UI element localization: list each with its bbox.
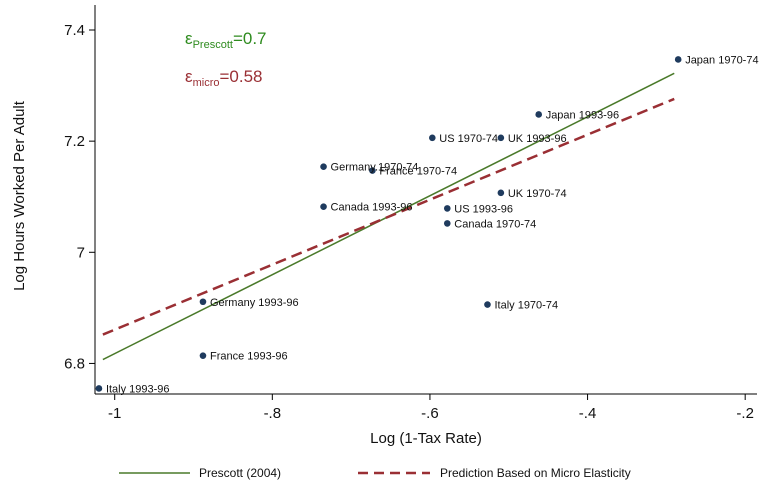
point-label: Germany.1970-74	[331, 162, 419, 174]
legend: Prescott (2004) Prediction Based on Micr…	[119, 466, 631, 480]
x-axis-ticks: -1 -.8 -.6 -.4 -.2	[108, 394, 754, 422]
epsilon-prescott-subscript: Prescott	[193, 39, 233, 51]
epsilon-micro-symbol: ε	[185, 67, 193, 86]
data-point	[369, 167, 376, 174]
point-label: US 1993-96	[454, 203, 513, 215]
epsilon-prescott-value: =0.7	[233, 29, 267, 48]
data-point	[199, 352, 207, 359]
data-point	[535, 111, 542, 118]
data-point	[497, 134, 505, 142]
fit-lines	[102, 72, 675, 361]
data-point	[484, 301, 491, 308]
point-label: Japan 1993-96	[546, 109, 619, 121]
epsilon-micro-annotation: εmicro=0.58	[185, 67, 263, 89]
y-axis-title: Log Hours Worked Per Adult	[11, 100, 28, 291]
data-point	[320, 163, 327, 171]
legend-label-micro: Prediction Based on Micro Elasticity	[440, 466, 631, 480]
x-tick-label: -.4	[579, 405, 597, 422]
data-point	[199, 298, 207, 306]
data-point	[497, 189, 505, 197]
point-label: France 1993-96	[210, 351, 288, 363]
point-label: France 1970-74	[379, 166, 457, 178]
y-tick-label: 6.8	[64, 355, 85, 372]
y-axis-ticks: 6.8 7 7.2 7.4	[64, 22, 95, 372]
x-axis-title: Log (1-Tax Rate)	[370, 430, 482, 447]
fit-line-micro	[102, 97, 675, 336]
point-label: Canada 1970-74	[454, 218, 536, 230]
epsilon-prescott-symbol: ε	[185, 29, 193, 48]
point-label: Canada 1993-96	[331, 202, 413, 214]
y-tick-label: 7	[77, 244, 85, 261]
point-label: Japan 1970-74	[685, 54, 758, 66]
data-point	[674, 56, 682, 63]
point-labels: Japan 1970-74 Japan 1993-96 US 1970-74 UK 1…	[106, 54, 759, 395]
point-label: US 1970-74	[439, 133, 498, 145]
data-point	[443, 220, 451, 227]
data-point	[429, 134, 436, 142]
y-tick-label: 7.2	[64, 133, 85, 150]
epsilon-prescott-text: εPrescott=0.7	[185, 29, 267, 51]
data-points	[95, 56, 682, 392]
point-label: Italy 1993-96	[106, 383, 170, 395]
data-point	[320, 203, 327, 211]
point-label: UK 1970-74	[508, 188, 567, 200]
epsilon-micro-subscript: micro	[193, 77, 220, 89]
epsilon-micro-text: εmicro=0.58	[185, 67, 263, 89]
x-tick-label: -.6	[421, 405, 439, 422]
point-label: Germany 1993-96	[210, 297, 299, 309]
y-tick-label: 7.4	[64, 22, 85, 39]
epsilon-micro-value: =0.58	[219, 67, 262, 86]
x-tick-label: -.8	[264, 405, 282, 422]
x-tick-label: -.2	[736, 405, 754, 422]
epsilon-prescott-annotation: εPrescott=0.7	[185, 29, 267, 51]
data-point	[95, 385, 103, 392]
data-point	[443, 205, 451, 212]
legend-label-prescott: Prescott (2004)	[199, 466, 281, 480]
point-label: UK 1993-96	[508, 133, 567, 145]
x-tick-label: -1	[108, 405, 121, 422]
point-label: Italy 1970-74	[494, 300, 558, 312]
